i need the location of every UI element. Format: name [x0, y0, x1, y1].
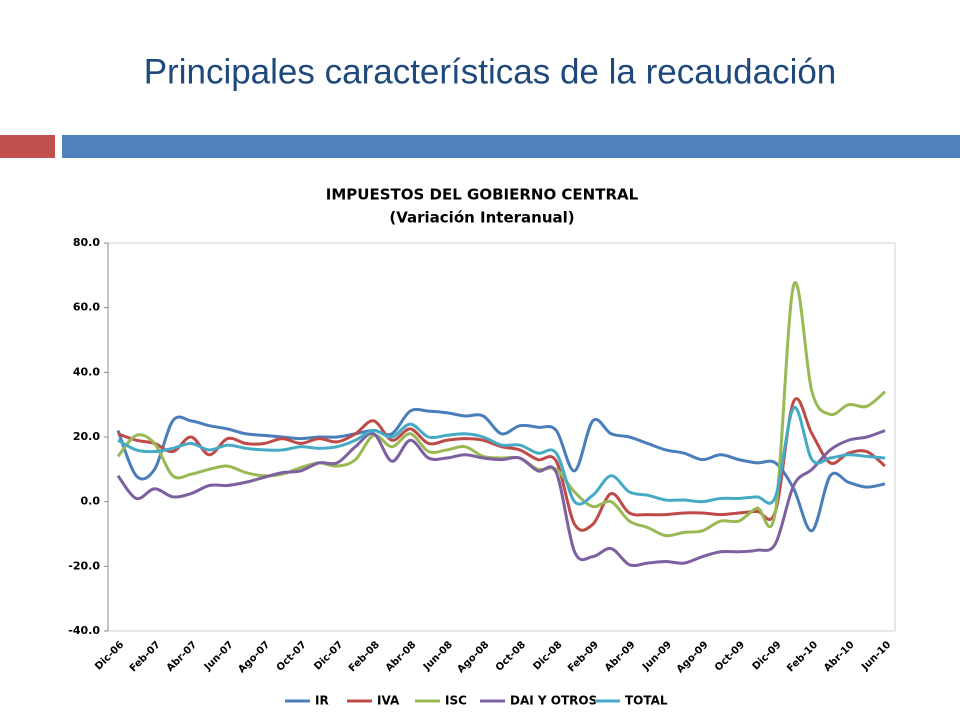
x-tick-label: Jun-07	[202, 639, 236, 673]
y-tick-label: -20.0	[68, 559, 100, 572]
accent-bar	[0, 135, 55, 158]
series-line	[116, 429, 886, 568]
x-tick-label: Dic-09	[751, 639, 784, 672]
legend-label: IVA	[377, 694, 400, 708]
x-tick-label: Jun-10	[859, 639, 893, 673]
series-line	[116, 281, 886, 538]
x-tick-label: Ago-08	[456, 639, 492, 675]
chart-title: IMPUESTOS DEL GOBIERNO CENTRAL	[326, 186, 639, 204]
x-tick-label: Abr-08	[384, 639, 419, 674]
x-tick-label: Feb-10	[785, 639, 820, 674]
x-tick-label: Abr-10	[822, 639, 857, 674]
accent-bar	[62, 135, 960, 158]
x-tick-label: Feb-09	[566, 639, 601, 674]
series-line	[117, 406, 886, 506]
chart-subtitle: (Variación Interanual)	[389, 209, 574, 227]
legend-label: ISC	[445, 694, 467, 708]
x-tick-label: Abr-09	[603, 639, 638, 674]
y-tick-label: 40.0	[73, 365, 100, 378]
series-line	[116, 407, 886, 533]
x-tick-label: Dic-08	[531, 639, 564, 672]
x-tick-label: Feb-07	[128, 639, 163, 674]
y-tick-label: 60.0	[73, 301, 100, 314]
x-tick-label: Feb-08	[347, 639, 382, 674]
plot-area	[107, 242, 896, 632]
legend-label: DAI Y OTROS	[510, 694, 597, 708]
x-tick-label: Dic-07	[312, 639, 345, 672]
x-tick-label: Ago-07	[236, 639, 272, 675]
y-tick-label: 20.0	[73, 430, 100, 443]
slide-title: Principales características de la recaud…	[144, 52, 837, 91]
legend-label: IR	[315, 694, 329, 708]
y-tick-label: 80.0	[73, 236, 100, 249]
y-tick-label: 0.0	[81, 495, 101, 508]
x-tick-label: Abr-07	[165, 639, 200, 674]
y-tick-label: -40.0	[68, 624, 100, 637]
legend-label: TOTAL	[625, 694, 668, 708]
x-tick-label: Jun-08	[421, 639, 455, 673]
x-tick-label: Oct-07	[275, 639, 309, 673]
x-tick-label: Dic-06	[93, 639, 126, 672]
x-tick-label: Oct-08	[494, 639, 528, 673]
x-tick-label: Ago-09	[675, 639, 711, 675]
x-tick-label: Oct-09	[713, 639, 747, 673]
series-line	[117, 397, 886, 532]
x-tick-label: Jun-09	[640, 639, 674, 673]
